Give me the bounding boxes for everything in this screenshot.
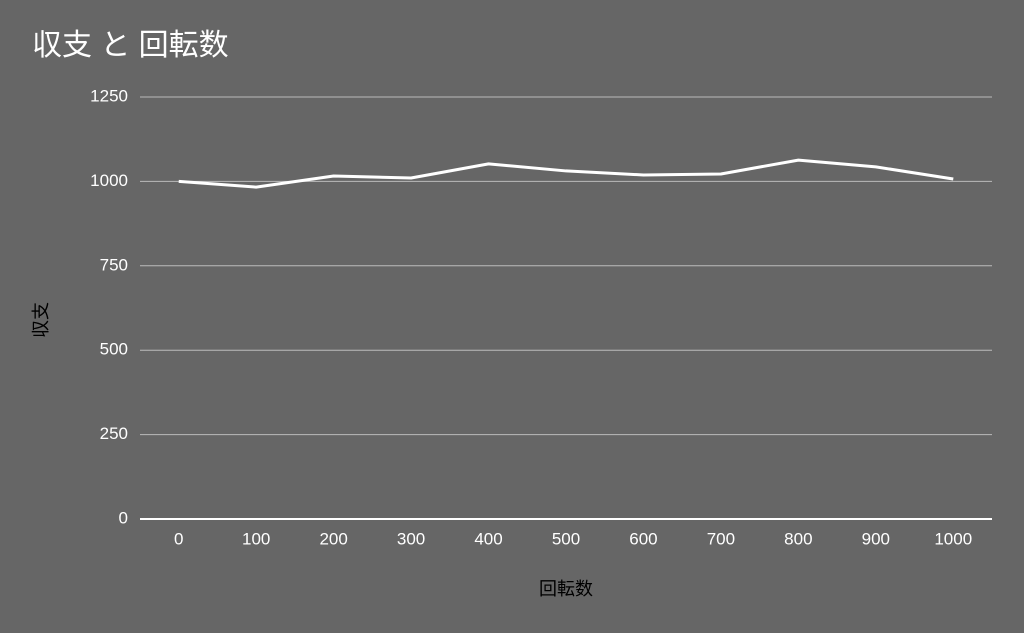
y-tick-label: 500: [100, 340, 128, 359]
y-tick-label: 1250: [90, 86, 128, 105]
x-tick-label: 800: [784, 529, 812, 548]
x-tick-label: 0: [174, 529, 183, 548]
y-tick-label: 0: [119, 508, 128, 527]
y-tick-label: 250: [100, 424, 128, 443]
x-tick-label: 400: [474, 529, 502, 548]
y-axis-title: 収支: [31, 302, 51, 338]
x-tick-label: 200: [319, 529, 347, 548]
x-tick-label: 900: [862, 529, 890, 548]
line-series: [178, 158, 954, 189]
x-tick-label: 700: [707, 529, 735, 548]
x-tick-label: 1000: [934, 529, 972, 548]
chart-title: 収支 と 回転数: [32, 29, 229, 62]
x-tick-label: 600: [629, 529, 657, 548]
y-tick-label: 1000: [90, 171, 128, 190]
x-axis-title: 回転数: [539, 579, 593, 599]
x-tick-label: 500: [552, 529, 580, 548]
x-tick-label: 100: [242, 529, 270, 548]
x-tick-label: 300: [397, 529, 425, 548]
y-tick-label: 750: [100, 255, 128, 274]
